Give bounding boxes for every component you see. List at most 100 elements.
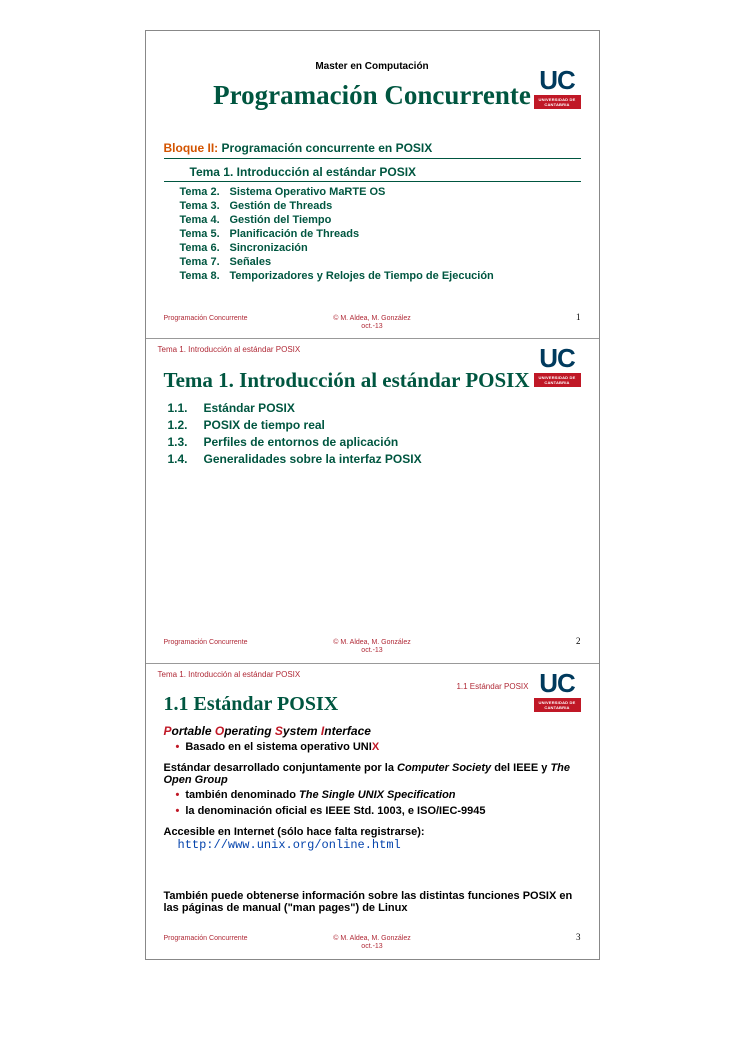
bullet-text: la denominación oficial es IEEE Std. 100… — [185, 805, 485, 818]
bullet-dot-icon: • — [176, 789, 180, 802]
tema-list: Tema 2.Sistema Operativo MaRTE OS Tema 3… — [164, 186, 581, 282]
logo-uc-text: UC — [534, 670, 581, 696]
footer-left: Programación Concurrente — [164, 639, 303, 646]
logo-subtitle: UNIVERSIDAD DE CANTABRIA — [534, 95, 581, 109]
footer-authors: © M. Aldea, M. González — [303, 639, 442, 647]
divider — [164, 158, 581, 159]
tema-num: Tema 4. — [180, 214, 230, 226]
footer-center: © M. Aldea, M. González oct.-13 — [303, 935, 442, 950]
section-title: 1.1 Estándar POSIX — [164, 693, 581, 716]
tema-row: Tema 6.Sincronización — [180, 242, 581, 254]
block-heading: Bloque II: Programación concurrente en P… — [164, 141, 581, 155]
tema-title: Temporizadores y Relojes de Tiempo de Ej… — [230, 270, 494, 282]
toc-num: 1.1. — [168, 401, 204, 415]
toc-title: Generalidades sobre la interfaz POSIX — [204, 452, 422, 466]
tema-title: Planificación de Threads — [230, 228, 360, 240]
footer-left: Programación Concurrente — [164, 935, 303, 942]
footer-date: oct.-13 — [303, 647, 442, 655]
logo-subtitle: UNIVERSIDAD DE CANTABRIA — [534, 698, 581, 712]
breadcrumb: Tema 1. Introducción al estándar POSIX — [158, 345, 581, 354]
toc-title: Estándar POSIX — [204, 401, 295, 415]
block-label: Bloque II: — [164, 141, 219, 155]
slide-1: UC UNIVERSIDAD DE CANTABRIA Master en Co… — [146, 61, 599, 338]
bullet: • también denominado The Single UNIX Spe… — [176, 789, 581, 802]
document-page: UC UNIVERSIDAD DE CANTABRIA Master en Co… — [145, 30, 600, 960]
tema-title: Gestión del Tiempo — [230, 214, 332, 226]
bullet: • Basado en el sistema operativo UNIX — [176, 741, 581, 754]
slide-footer: Programación Concurrente © M. Aldea, M. … — [164, 312, 581, 332]
posix-s: S — [275, 724, 283, 738]
paragraph: Accesible en Internet (sólo hace falta r… — [164, 826, 581, 838]
breadcrumb: Tema 1. Introducción al estándar POSIX — [158, 670, 581, 679]
posix-txt: ortable — [172, 724, 215, 738]
footer-left: Programación Concurrente — [164, 315, 303, 322]
uc-logo: UC UNIVERSIDAD DE CANTABRIA — [534, 670, 581, 712]
bullet-text-x: X — [372, 741, 379, 753]
tema-num: Tema 8. — [180, 270, 230, 282]
paragraph: También puede obtenerse información sobr… — [164, 890, 581, 914]
bullet-dot-icon: • — [176, 741, 180, 754]
master-label: Master en Computación — [164, 61, 581, 72]
footer-authors: © M. Aldea, M. González — [303, 935, 442, 943]
bullet-text-a: Basado en el sistema operativo UNI — [185, 741, 371, 753]
posix-txt: nterface — [324, 724, 371, 738]
tema-row: Tema 3.Gestión de Threads — [180, 200, 581, 212]
url-text: http://www.unix.org/online.html — [178, 838, 581, 852]
paragraph: Estándar desarrollado conjuntamente por … — [164, 762, 581, 786]
bullet-dot-icon: • — [176, 805, 180, 818]
bullet-text-a: también denominado — [185, 789, 299, 801]
course-title: Programación Concurrente — [164, 80, 581, 111]
footer-date: oct.-13 — [303, 323, 442, 331]
toc-title: POSIX de tiempo real — [204, 418, 325, 432]
slide-footer: Programación Concurrente © M. Aldea, M. … — [164, 932, 581, 952]
logo-subtitle: UNIVERSIDAD DE CANTABRIA — [534, 373, 581, 387]
posix-txt: perating — [224, 724, 275, 738]
logo-uc-text: UC — [534, 345, 581, 371]
footer-page: 1 — [442, 312, 581, 322]
logo-uc-text: UC — [534, 67, 581, 93]
slide-3: Tema 1. Introducción al estándar POSIX 1… — [146, 663, 599, 959]
tema-current-num: Tema 1. — [190, 165, 234, 179]
posix-o: O — [215, 724, 224, 738]
toc-num: 1.3. — [168, 435, 204, 449]
tema-current: Tema 1. Introducción al estándar POSIX — [190, 165, 581, 179]
toc-num: 1.2. — [168, 418, 204, 432]
tema-row: Tema 7.Señales — [180, 256, 581, 268]
tema-num: Tema 2. — [180, 186, 230, 198]
para-text: del IEEE y — [491, 762, 550, 774]
tema-num: Tema 5. — [180, 228, 230, 240]
tema-row: Tema 2.Sistema Operativo MaRTE OS — [180, 186, 581, 198]
uc-logo: UC UNIVERSIDAD DE CANTABRIA — [534, 345, 581, 387]
slide-2: Tema 1. Introducción al estándar POSIX U… — [146, 338, 599, 662]
para-ital: Computer Society — [397, 762, 491, 774]
bullet-text-ital: The Single UNIX Specification — [299, 789, 455, 801]
footer-page: 2 — [442, 636, 581, 646]
slide-footer: Programación Concurrente © M. Aldea, M. … — [164, 636, 581, 656]
toc: 1.1.Estándar POSIX 1.2.POSIX de tiempo r… — [164, 401, 581, 466]
divider — [164, 181, 581, 182]
toc-row: 1.1.Estándar POSIX — [168, 401, 581, 415]
tema-row: Tema 4.Gestión del Tiempo — [180, 214, 581, 226]
bullet-text: Basado en el sistema operativo UNIX — [185, 741, 379, 754]
toc-row: 1.4.Generalidades sobre la interfaz POSI… — [168, 452, 581, 466]
tema-title: Señales — [230, 256, 272, 268]
toc-row: 1.2.POSIX de tiempo real — [168, 418, 581, 432]
tema-num: Tema 3. — [180, 200, 230, 212]
slide-title: Tema 1. Introducción al estándar POSIX — [164, 368, 581, 393]
footer-page: 3 — [442, 932, 581, 942]
tema-row: Tema 5.Planificación de Threads — [180, 228, 581, 240]
tema-title: Sincronización — [230, 242, 308, 254]
block-text: Programación concurrente en POSIX — [222, 141, 433, 155]
tema-current-title: Introducción al estándar POSIX — [237, 165, 416, 179]
posix-acronym: Portable Operating System Interface — [164, 724, 581, 738]
tema-num: Tema 7. — [180, 256, 230, 268]
uc-logo: UC UNIVERSIDAD DE CANTABRIA — [534, 67, 581, 109]
footer-center: © M. Aldea, M. González oct.-13 — [303, 315, 442, 330]
tema-num: Tema 6. — [180, 242, 230, 254]
posix-p: P — [164, 724, 172, 738]
posix-txt: ystem — [283, 724, 321, 738]
para-text: Estándar desarrollado conjuntamente por … — [164, 762, 398, 774]
tema-title: Gestión de Threads — [230, 200, 333, 212]
breadcrumb-right: 1.1 Estándar POSIX — [456, 682, 528, 691]
bullet: • la denominación oficial es IEEE Std. 1… — [176, 805, 581, 818]
